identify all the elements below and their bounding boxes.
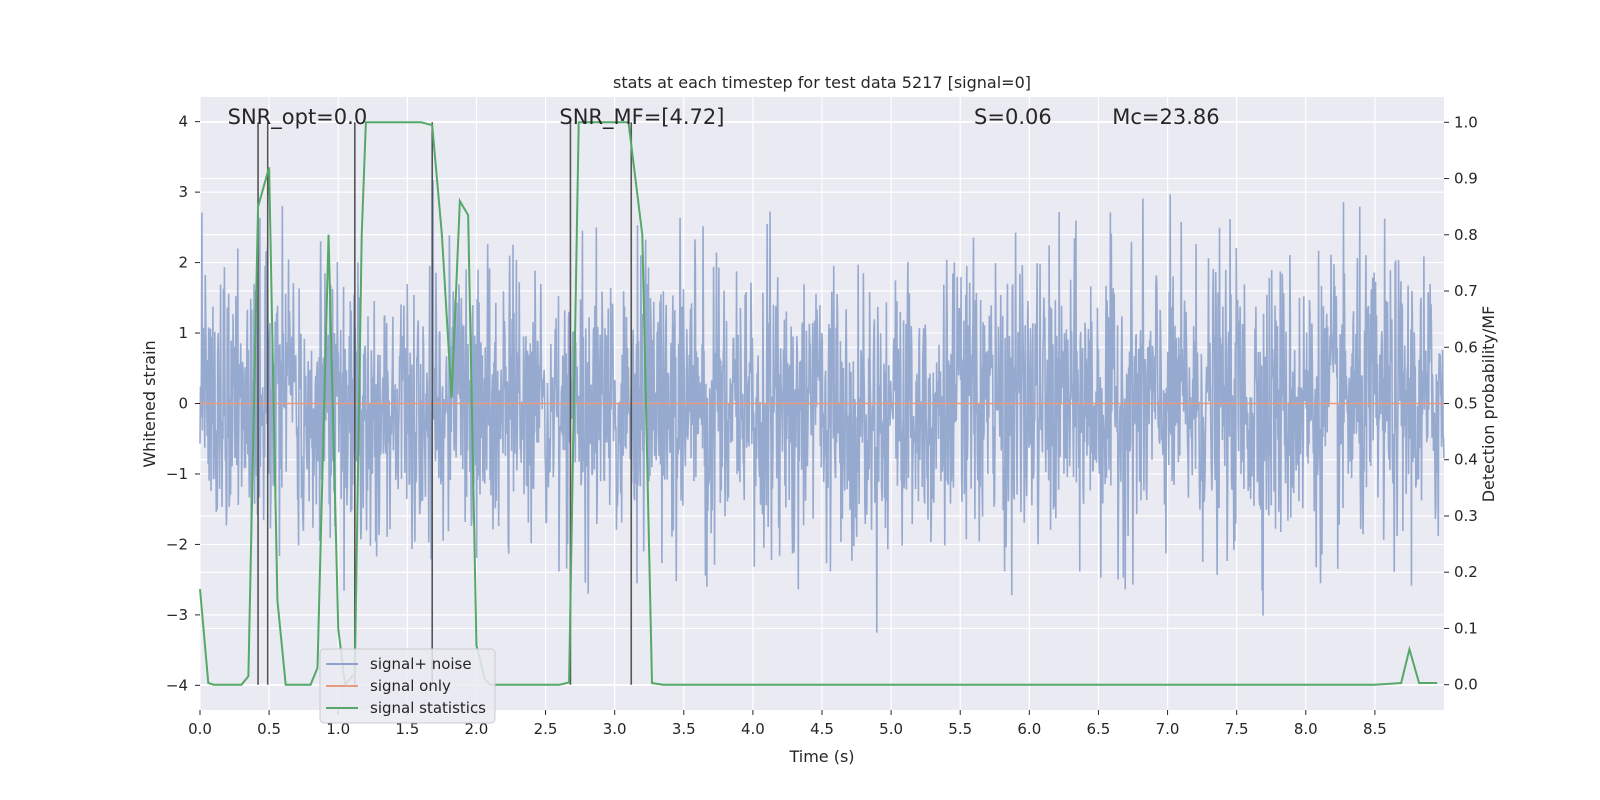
- y2-tick-label: 1.0: [1454, 113, 1478, 131]
- legend-label-statistics: signal statistics: [370, 699, 486, 717]
- signal-statistics-series: [199, 121, 1438, 688]
- x-tick-label: 8.5: [1363, 720, 1387, 738]
- legend: signal+ noise signal only signal statist…: [319, 648, 496, 724]
- x-tick-label: 2.5: [534, 720, 558, 738]
- chart-title: stats at each timestep for test data 521…: [613, 73, 1031, 92]
- annotation-text: SNR_opt=0.0: [228, 105, 368, 130]
- x-axis-label: Time (s): [788, 747, 854, 766]
- legend-label-noise: signal+ noise: [370, 655, 472, 673]
- x-tick-label: 7.0: [1156, 720, 1180, 738]
- x-tick-label: 2.0: [465, 720, 489, 738]
- x-axis-ticks: 0.0 0.5 1.0 1.5 2.0 2.5 3.0 3.5 4.0 4.5 5.0 5.5 6.0 6…: [188, 710, 1387, 738]
- x-tick-label: 6.0: [1017, 720, 1041, 738]
- y2-tick-label: 0.8: [1454, 226, 1478, 244]
- signal-noise-series: [199, 180, 1445, 633]
- annotation-text: S=0.06: [974, 105, 1052, 129]
- x-tick-label: 5.0: [879, 720, 903, 738]
- x-tick-label: 1.5: [395, 720, 419, 738]
- y2-tick-label: 0.2: [1454, 563, 1478, 581]
- y-axis-label: Whitened strain: [140, 340, 159, 467]
- y2-axis-label: Detection probability/MF: [1479, 306, 1498, 503]
- x-tick-label: 0.0: [188, 720, 212, 738]
- annotation-text: SNR_MF=[4.72]: [559, 105, 724, 130]
- y2-tick-label: 0.7: [1454, 282, 1478, 300]
- y2-tick-label: 0.6: [1454, 338, 1478, 356]
- y2-tick-label: 0.4: [1454, 451, 1478, 469]
- y2-tick-label: 0.1: [1454, 619, 1478, 637]
- y2-axis-ticks: 1.0 0.9 0.8 0.7 0.6 0.5 0.4 0.3 0.2 0.1 0.0: [1444, 113, 1478, 694]
- legend-box: [319, 648, 496, 724]
- y-tick-label: 0: [178, 395, 188, 413]
- y-tick-label: 1: [178, 324, 188, 342]
- y-tick-label: 2: [178, 254, 188, 272]
- y-tick-label: −2: [166, 535, 188, 553]
- legend-label-signal: signal only: [370, 677, 451, 695]
- y-tick-label: −3: [166, 606, 188, 624]
- x-tick-label: 1.0: [326, 720, 350, 738]
- y2-tick-label: 0.0: [1454, 676, 1478, 694]
- annotations: SNR_opt=0.0 SNR_MF=[4.72] S=0.06 Mc=23.86: [228, 105, 1220, 130]
- y2-tick-label: 0.9: [1454, 170, 1478, 188]
- y-tick-label: 3: [178, 183, 188, 201]
- x-tick-label: 3.5: [672, 720, 696, 738]
- y-tick-label: −1: [166, 465, 188, 483]
- x-tick-label: 8.0: [1294, 720, 1318, 738]
- x-tick-label: 7.5: [1225, 720, 1249, 738]
- y-axis-ticks: 4 3 2 1 0 −1 −2 −3 −4: [166, 113, 200, 694]
- x-tick-label: 5.5: [948, 720, 972, 738]
- x-tick-label: 3.0: [603, 720, 627, 738]
- y2-tick-label: 0.3: [1454, 507, 1478, 525]
- x-tick-label: 6.5: [1087, 720, 1111, 738]
- y2-tick-label: 0.5: [1454, 395, 1478, 413]
- x-tick-label: 4.5: [810, 720, 834, 738]
- annotation-text: Mc=23.86: [1112, 105, 1219, 129]
- x-tick-label: 0.5: [257, 720, 281, 738]
- x-tick-label: 4.0: [741, 720, 765, 738]
- signal-noise-line: [199, 180, 1445, 633]
- signal-statistics-line: [199, 121, 1438, 688]
- y-tick-label: −4: [166, 676, 188, 694]
- y-tick-label: 4: [178, 113, 188, 131]
